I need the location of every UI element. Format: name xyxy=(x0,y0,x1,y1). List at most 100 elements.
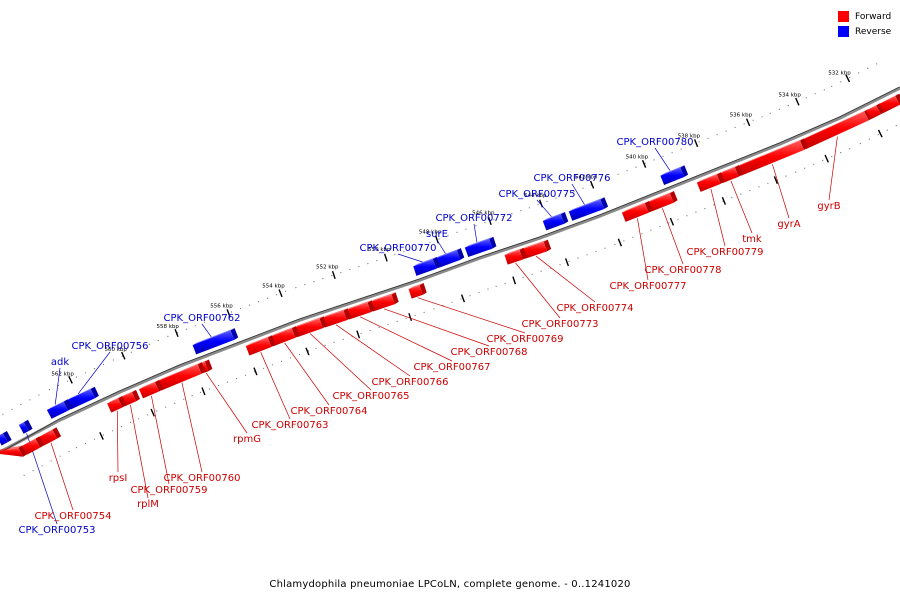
ruler-tick-label: 542 kbp xyxy=(575,174,598,180)
label-cpk-orf00777: CPK_ORF00777 xyxy=(610,281,687,292)
track-dot xyxy=(208,388,211,390)
ruler-tick xyxy=(589,180,595,189)
gene-front-face xyxy=(696,174,721,192)
gene-top-face xyxy=(157,362,202,382)
gene-cpk-orf00773 xyxy=(504,247,527,265)
gene-fwd-edge-a xyxy=(866,103,885,120)
ruler-tick xyxy=(356,330,361,339)
gene-side-face xyxy=(230,328,239,340)
track-dot xyxy=(531,273,533,275)
track-dot xyxy=(520,210,522,212)
track-dot xyxy=(167,335,169,337)
gene-front-face xyxy=(0,447,24,457)
gene-front-face xyxy=(718,167,739,184)
label-cpk-orf00773: CPK_ORF00773 xyxy=(522,319,599,330)
leader-gyra xyxy=(772,164,790,219)
track-dot xyxy=(304,284,306,286)
label-cpk-orf00780: CPK_ORF00780 xyxy=(617,137,694,148)
ruler-tick xyxy=(721,196,727,205)
track-dot xyxy=(662,155,664,157)
gene-side-face xyxy=(419,283,427,295)
gene-front-face xyxy=(18,422,29,434)
gene-front-face xyxy=(434,250,461,268)
track-dot xyxy=(93,438,96,440)
track-dot xyxy=(564,194,566,196)
track-dot xyxy=(165,406,167,408)
gene-top-face xyxy=(120,389,136,398)
gene-front-face xyxy=(504,250,523,265)
gene-top-face xyxy=(879,93,900,104)
track-dot xyxy=(546,200,548,202)
track-dot xyxy=(831,155,833,158)
track-dot xyxy=(396,320,398,322)
leader-cpk-orf00766 xyxy=(335,324,411,377)
track-dot xyxy=(795,171,797,173)
gene-side-face xyxy=(18,445,28,457)
gene-top-face xyxy=(413,256,437,267)
gene-features xyxy=(0,93,900,457)
gene-cpk-orf00776 xyxy=(568,197,609,221)
track-dot xyxy=(689,144,691,147)
leader-cpk-orf00763 xyxy=(260,352,291,420)
track-dot xyxy=(456,231,458,233)
ruler-tick-label: 558 kbp xyxy=(157,324,180,330)
label-gyrb: gyrB xyxy=(817,201,840,212)
ruler-tick xyxy=(512,276,517,285)
gene-front-face xyxy=(879,96,900,113)
ruler-tick xyxy=(278,289,283,298)
track-dot xyxy=(868,138,870,140)
track-dot xyxy=(93,368,96,370)
gene-top-face xyxy=(0,431,7,435)
gene-front-face xyxy=(46,401,68,419)
gene-top-face xyxy=(434,248,461,259)
track-dot xyxy=(680,148,682,150)
track-dot xyxy=(484,222,486,224)
gene-cpk-orf00769 xyxy=(408,283,427,299)
gene-side-face xyxy=(734,165,743,177)
ruler-tick xyxy=(641,159,647,168)
leader-cpk-orf00764 xyxy=(284,342,330,406)
track-dot xyxy=(59,455,61,457)
track-dot xyxy=(324,344,326,346)
ruler-tick xyxy=(383,253,388,262)
gene-side-face xyxy=(132,389,140,402)
gene-front-face xyxy=(866,105,881,120)
track-dot xyxy=(411,248,413,250)
track-dot xyxy=(244,374,247,376)
gene-front-face xyxy=(22,438,41,455)
track-dot xyxy=(68,450,70,452)
gene-side-face xyxy=(367,300,375,313)
gene-front-face xyxy=(464,239,493,257)
ruler-tick-label: 556 kbp xyxy=(210,303,233,309)
legend: Forward Reverse xyxy=(838,9,891,39)
ruler-tick xyxy=(824,154,829,163)
ruler-tick-label: 548 kbp xyxy=(419,230,442,236)
gene-gyra xyxy=(736,138,808,176)
track-dot xyxy=(112,359,114,361)
track-dot xyxy=(849,76,851,78)
track-dot xyxy=(671,152,673,154)
track-dot xyxy=(194,325,197,327)
genome-caption: Chlamydophila pneumoniae LPCoLN, complet… xyxy=(269,579,631,590)
gene-tmk xyxy=(718,165,743,184)
leader-adk xyxy=(54,367,61,405)
ruler-tick-label: 560 kbp xyxy=(105,347,128,353)
leader-gyrb xyxy=(828,136,838,201)
gene-cpk-orf00780 xyxy=(660,165,689,185)
gene-front-face xyxy=(107,398,123,413)
leader-rpsi xyxy=(116,410,119,473)
track-dot xyxy=(183,398,185,400)
gene-side-face xyxy=(644,201,653,213)
track-dot xyxy=(156,410,158,412)
track-dot xyxy=(876,63,878,65)
gene-front-face xyxy=(413,259,437,276)
gene-side-face xyxy=(600,197,609,209)
ruler-tick-label: 544 kbp xyxy=(524,193,547,199)
track-dot xyxy=(511,213,513,215)
track-dot xyxy=(257,301,260,303)
gene-side-face xyxy=(319,316,327,329)
gene-cpk-orf00766 xyxy=(321,308,351,328)
gene-side-face xyxy=(267,335,276,347)
track-dot xyxy=(284,290,287,292)
